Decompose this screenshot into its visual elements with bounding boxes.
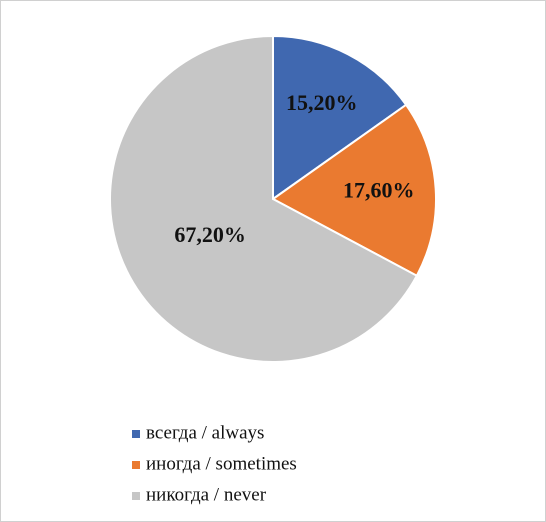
data-label: 67,20%	[174, 222, 246, 247]
legend-swatch	[132, 461, 140, 469]
pie-slice	[272, 34, 408, 201]
data-label: 15,20%	[286, 90, 358, 115]
legend-label: всегда / always	[146, 422, 264, 443]
data-label: 17,60%	[343, 177, 415, 202]
legend-swatch	[132, 492, 140, 500]
legend-label: никогда / never	[146, 484, 267, 505]
legend-swatch	[132, 430, 140, 438]
pie-slice	[271, 103, 437, 278]
pie-slice	[109, 34, 419, 363]
legend-label: иногда / sometimes	[146, 453, 297, 474]
